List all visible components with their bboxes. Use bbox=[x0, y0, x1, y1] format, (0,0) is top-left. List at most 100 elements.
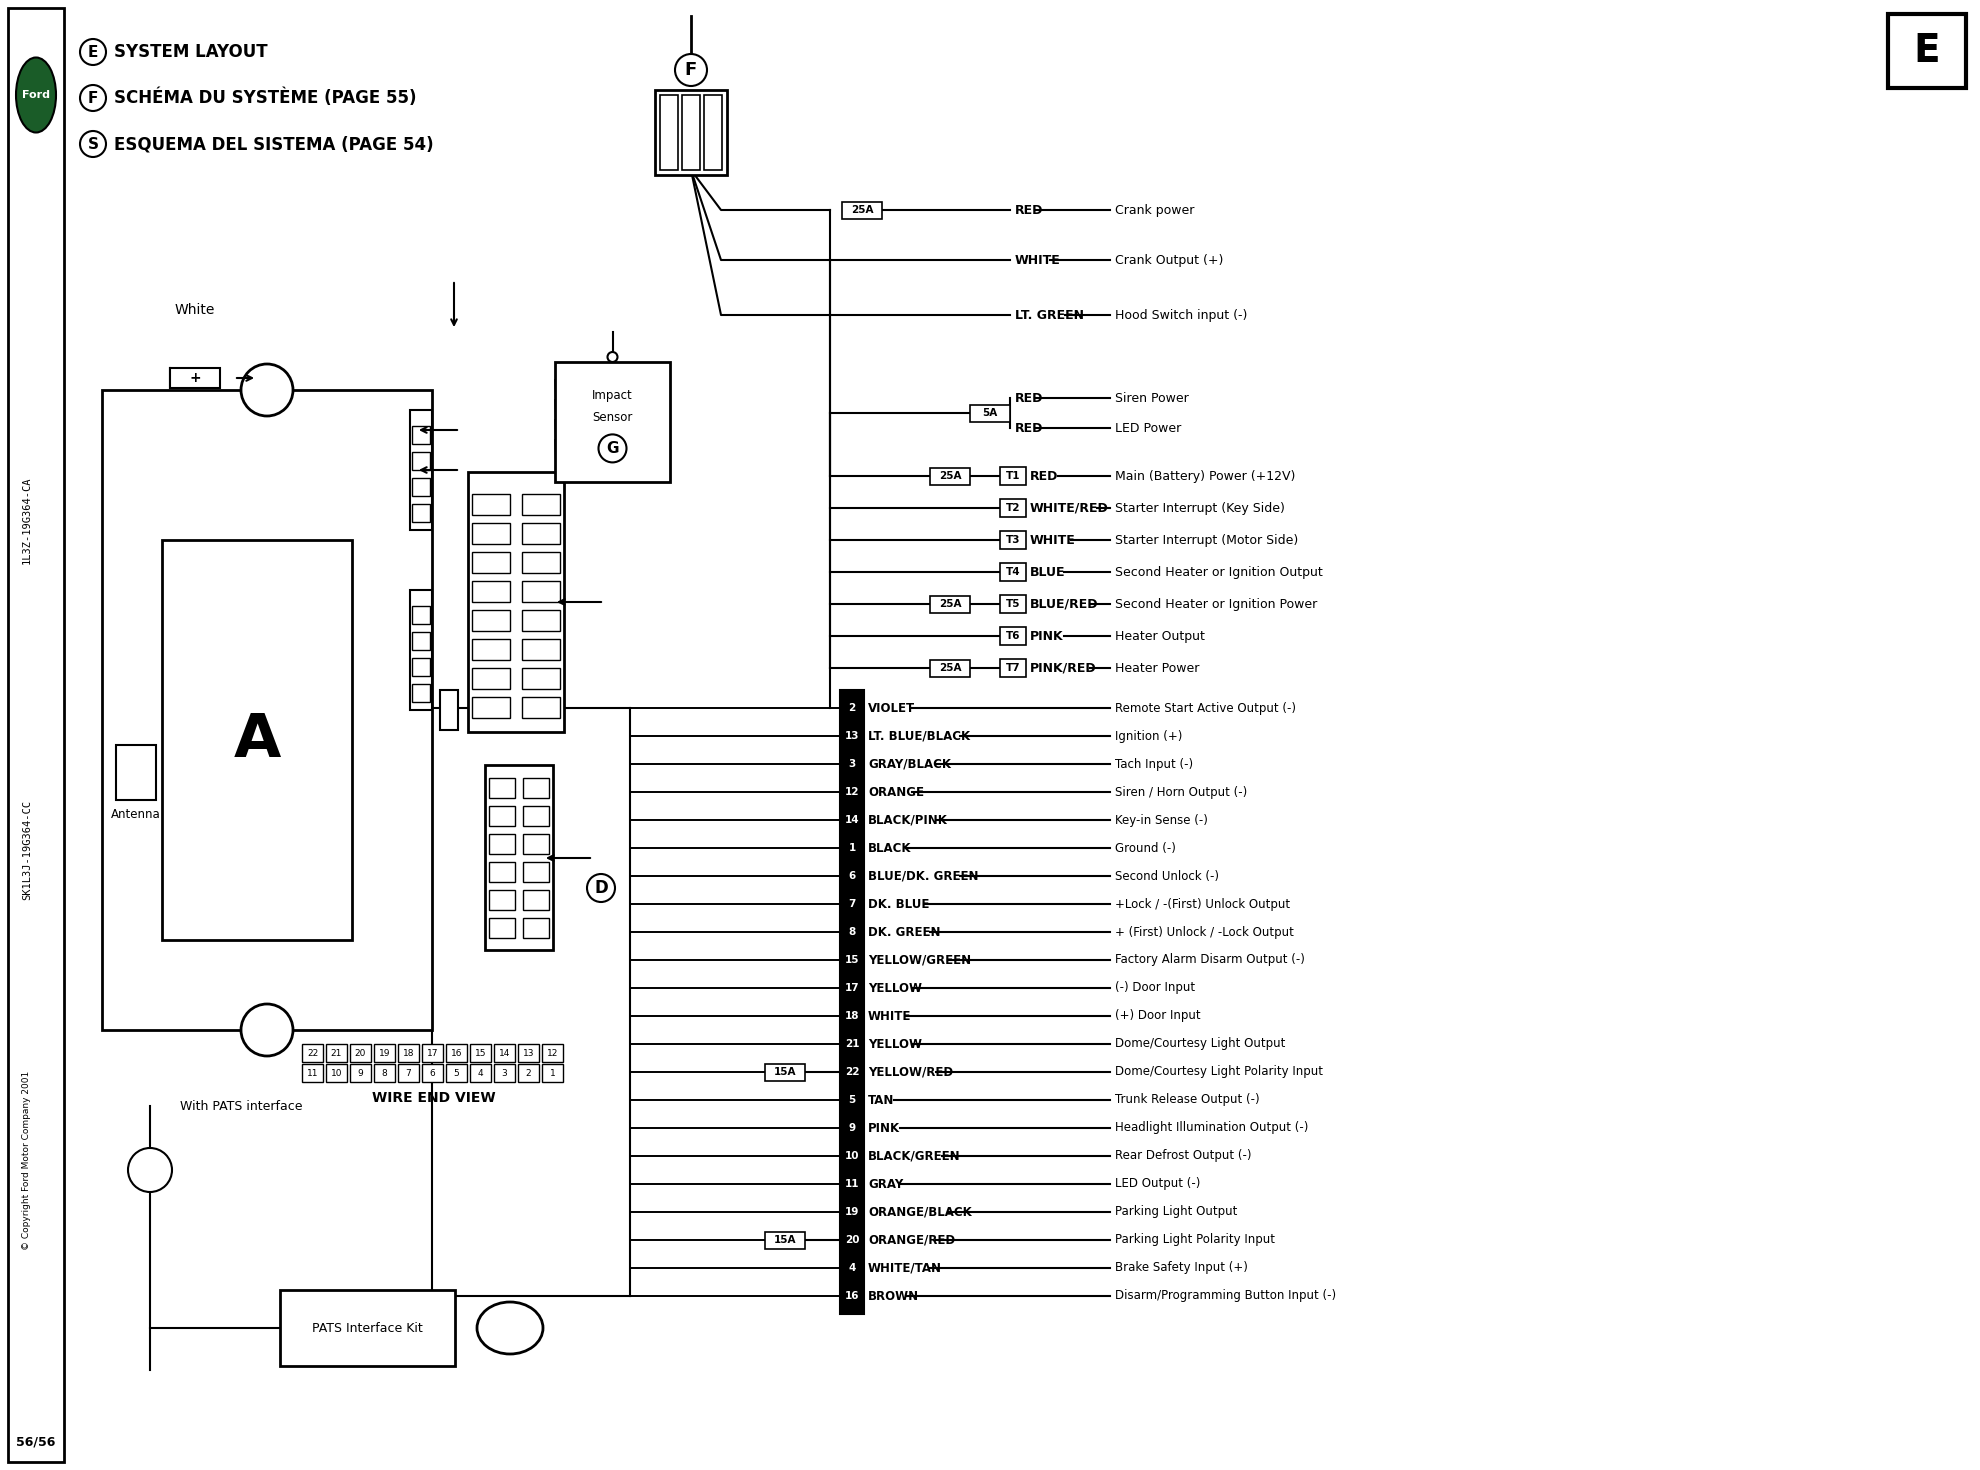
Text: Key-in Sense (-): Key-in Sense (-) bbox=[1115, 813, 1208, 826]
Bar bbox=[398, 1044, 420, 1061]
Text: 8: 8 bbox=[847, 928, 855, 936]
Text: 6: 6 bbox=[430, 1069, 436, 1078]
Bar bbox=[523, 639, 560, 660]
Text: 18: 18 bbox=[402, 1048, 414, 1057]
Text: Impact: Impact bbox=[592, 390, 634, 403]
Bar bbox=[410, 410, 432, 531]
Text: LED Output (-): LED Output (-) bbox=[1115, 1177, 1200, 1191]
Bar bbox=[471, 610, 511, 631]
Text: © Copyright Ford Motor Company 2001: © Copyright Ford Motor Company 2001 bbox=[22, 1070, 32, 1250]
Text: TAN: TAN bbox=[867, 1094, 895, 1107]
Bar bbox=[446, 1044, 467, 1061]
Text: 1: 1 bbox=[550, 1069, 554, 1078]
Circle shape bbox=[598, 435, 626, 463]
Bar bbox=[543, 1064, 562, 1082]
Bar bbox=[471, 667, 511, 689]
Bar bbox=[523, 889, 548, 910]
Text: YELLOW: YELLOW bbox=[867, 982, 923, 995]
Bar bbox=[489, 861, 515, 882]
Text: 2: 2 bbox=[847, 703, 855, 713]
Text: Sensor: Sensor bbox=[592, 410, 634, 423]
Text: (-) Door Input: (-) Door Input bbox=[1115, 982, 1196, 995]
Bar bbox=[493, 1064, 515, 1082]
Bar bbox=[374, 1044, 394, 1061]
Bar bbox=[422, 1064, 444, 1082]
Bar bbox=[1000, 563, 1026, 581]
Bar bbox=[327, 1044, 346, 1061]
Text: G: G bbox=[606, 441, 618, 456]
Bar bbox=[523, 861, 548, 882]
Bar bbox=[840, 689, 863, 1314]
Text: 2: 2 bbox=[525, 1069, 531, 1078]
Text: E: E bbox=[1915, 32, 1940, 71]
Text: 9: 9 bbox=[849, 1123, 855, 1133]
Text: 14: 14 bbox=[845, 814, 859, 825]
Text: Antenna: Antenna bbox=[111, 807, 160, 820]
Text: GRAY: GRAY bbox=[867, 1177, 903, 1191]
Text: 11: 11 bbox=[307, 1069, 319, 1078]
Text: Disarm/Programming Button Input (-): Disarm/Programming Button Input (-) bbox=[1115, 1289, 1336, 1302]
Bar bbox=[1000, 467, 1026, 485]
Circle shape bbox=[675, 54, 707, 87]
Text: (+) Door Input: (+) Door Input bbox=[1115, 1010, 1200, 1023]
Text: Parking Light Output: Parking Light Output bbox=[1115, 1205, 1238, 1219]
Text: 17: 17 bbox=[428, 1048, 438, 1057]
Bar bbox=[523, 553, 560, 573]
Bar bbox=[554, 362, 669, 482]
Bar bbox=[489, 917, 515, 938]
Text: Ignition (+): Ignition (+) bbox=[1115, 729, 1182, 742]
Ellipse shape bbox=[477, 1302, 543, 1354]
Text: LED Power: LED Power bbox=[1115, 422, 1182, 435]
Text: YELLOW: YELLOW bbox=[867, 1038, 923, 1051]
Text: DK. GREEN: DK. GREEN bbox=[867, 926, 940, 938]
Text: Factory Alarm Disarm Output (-): Factory Alarm Disarm Output (-) bbox=[1115, 954, 1305, 966]
Text: 19: 19 bbox=[845, 1207, 859, 1217]
Bar bbox=[469, 1064, 491, 1082]
Text: 21: 21 bbox=[845, 1039, 859, 1050]
Circle shape bbox=[79, 85, 107, 112]
Text: Second Heater or Ignition Output: Second Heater or Ignition Output bbox=[1115, 566, 1323, 579]
Bar bbox=[412, 504, 430, 522]
Text: DK. BLUE: DK. BLUE bbox=[867, 898, 929, 910]
Text: Remote Start Active Output (-): Remote Start Active Output (-) bbox=[1115, 701, 1297, 714]
Text: 3: 3 bbox=[847, 759, 855, 769]
Text: Headlight Illumination Output (-): Headlight Illumination Output (-) bbox=[1115, 1122, 1309, 1135]
Text: WHITE: WHITE bbox=[1030, 534, 1075, 547]
Text: F: F bbox=[685, 60, 697, 79]
Text: 21: 21 bbox=[331, 1048, 343, 1057]
Bar bbox=[1889, 15, 1966, 88]
Text: YELLOW/RED: YELLOW/RED bbox=[867, 1066, 952, 1079]
Text: SCHÉMA DU SYSTÈME (PAGE 55): SCHÉMA DU SYSTÈME (PAGE 55) bbox=[115, 88, 416, 107]
Text: 15: 15 bbox=[845, 956, 859, 964]
Bar bbox=[162, 539, 352, 939]
Bar bbox=[374, 1064, 394, 1082]
Circle shape bbox=[242, 365, 293, 416]
Bar bbox=[842, 201, 881, 219]
Bar bbox=[422, 1044, 444, 1061]
Bar bbox=[471, 697, 511, 717]
Text: ESQUEMA DEL SISTEMA (PAGE 54): ESQUEMA DEL SISTEMA (PAGE 54) bbox=[115, 135, 434, 153]
Text: E: E bbox=[87, 44, 99, 59]
Text: PINK: PINK bbox=[1030, 629, 1063, 642]
Text: 3: 3 bbox=[501, 1069, 507, 1078]
Text: ORANGE/RED: ORANGE/RED bbox=[867, 1233, 954, 1247]
Text: SYSTEM LAYOUT: SYSTEM LAYOUT bbox=[115, 43, 267, 60]
Bar bbox=[412, 659, 430, 676]
Bar bbox=[8, 7, 63, 1463]
Text: 1L3Z-19G364-CA: 1L3Z-19G364-CA bbox=[22, 476, 32, 564]
Text: 12: 12 bbox=[546, 1048, 558, 1057]
Text: White: White bbox=[174, 303, 216, 318]
Text: 16: 16 bbox=[845, 1291, 859, 1301]
Bar bbox=[471, 494, 511, 514]
Bar bbox=[489, 778, 515, 798]
Bar bbox=[471, 553, 511, 573]
Bar bbox=[410, 589, 432, 710]
Bar bbox=[446, 1064, 467, 1082]
Text: 20: 20 bbox=[845, 1235, 859, 1245]
Circle shape bbox=[79, 40, 107, 65]
Bar bbox=[412, 478, 430, 495]
Text: Brake Safety Input (+): Brake Safety Input (+) bbox=[1115, 1261, 1247, 1274]
Bar bbox=[412, 632, 430, 650]
Text: Siren Power: Siren Power bbox=[1115, 391, 1188, 404]
Text: Starter Interrupt (Key Side): Starter Interrupt (Key Side) bbox=[1115, 501, 1285, 514]
